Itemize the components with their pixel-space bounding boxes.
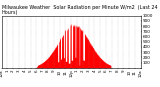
Text: Milwaukee Weather  Solar Radiation per Minute W/m2  (Last 24 Hours): Milwaukee Weather Solar Radiation per Mi… — [2, 5, 157, 15]
